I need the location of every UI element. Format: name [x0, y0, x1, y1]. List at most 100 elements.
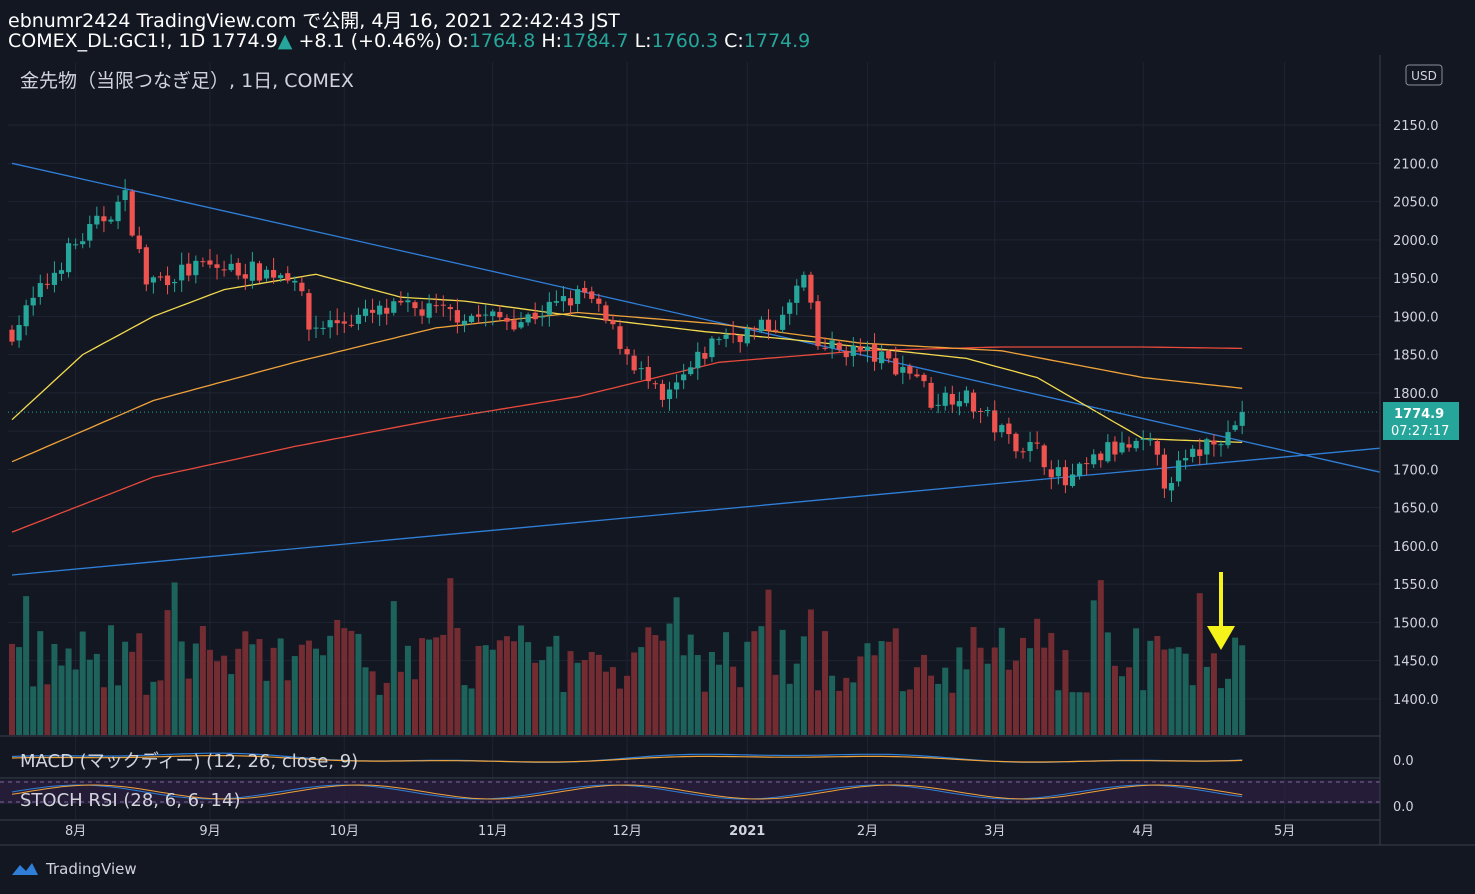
volume-bar — [624, 675, 631, 735]
candle-body — [44, 283, 50, 285]
volume-bar — [192, 643, 199, 735]
candle-body — [355, 314, 362, 324]
stoch-d-line — [11, 784, 1243, 800]
price-label: 1774.9 — [1394, 407, 1444, 422]
usd-badge[interactable]: USD — [1405, 64, 1443, 86]
volume-bar — [58, 665, 65, 735]
candle-body — [1091, 454, 1097, 465]
candle-body — [377, 305, 383, 315]
candle-body — [9, 329, 15, 342]
candle-body — [23, 305, 29, 327]
ma-short-line — [11, 273, 1243, 444]
candle-body — [299, 282, 305, 292]
candle-body — [87, 224, 93, 241]
tradingview-logo[interactable]: TradingView — [10, 860, 137, 878]
volume-bar — [609, 667, 616, 735]
x-tick-label: 12月 — [612, 824, 642, 839]
candle-body — [193, 260, 199, 276]
candle-body — [115, 201, 121, 222]
x-tick-label: 9月 — [199, 824, 220, 839]
candle-body — [214, 264, 220, 268]
tradingview-logo-icon — [12, 863, 38, 875]
volume-bar — [1118, 676, 1125, 735]
x-tick-label: 10月 — [330, 824, 360, 839]
candle-body — [483, 314, 489, 316]
volume-bar — [617, 688, 624, 735]
candle-body — [256, 263, 263, 281]
x-tick-label: 2月 — [857, 824, 878, 839]
volume-bar — [270, 647, 277, 735]
candle-body — [688, 367, 694, 375]
chart-grid — [8, 62, 1380, 820]
volume-bar — [525, 642, 532, 735]
volume-bar — [1175, 647, 1182, 735]
y-tick-label: 2100.0 — [1393, 157, 1439, 172]
volume-bar — [772, 674, 779, 735]
usd-badge-label: USD — [1411, 69, 1437, 83]
y-tick-label: 1600.0 — [1393, 540, 1439, 555]
volume-bar — [242, 631, 249, 735]
candle-body — [1034, 442, 1040, 444]
resistance-trendline — [11, 162, 1250, 444]
candle-body — [624, 349, 630, 355]
candle-body — [1239, 412, 1245, 426]
candle-body — [1140, 438, 1146, 440]
candle-body — [645, 367, 651, 382]
volume-bar — [716, 664, 722, 735]
candle-body — [843, 350, 849, 358]
volume-bar — [390, 601, 397, 735]
candle-body — [681, 374, 687, 381]
volume-bar — [1034, 618, 1041, 735]
volume-bar — [694, 655, 701, 735]
volume-bar — [730, 666, 737, 735]
volume-bar — [383, 682, 390, 735]
candle-body — [1218, 444, 1224, 446]
volume-bar — [857, 656, 864, 735]
volume-bar — [341, 628, 348, 735]
volume-bar — [1069, 692, 1076, 735]
volume-bar — [885, 641, 892, 735]
volume-bar — [758, 626, 765, 735]
candle-body — [532, 312, 538, 320]
down-arrow-icon — [1207, 572, 1235, 650]
volume-bar — [291, 656, 298, 735]
resistance-trendline-ext — [1249, 441, 1381, 473]
candle-body — [270, 270, 277, 278]
volume-bar — [214, 661, 221, 735]
candle-body — [1041, 445, 1047, 468]
candle-body — [907, 366, 913, 374]
volume-bar — [687, 634, 694, 735]
volume-bar — [397, 671, 404, 735]
candle-body — [313, 327, 319, 329]
volume-bar — [489, 649, 496, 735]
volume-bar — [1140, 690, 1147, 735]
candle-body — [1048, 469, 1054, 478]
candle-body — [278, 275, 284, 278]
volume-bar — [235, 648, 242, 735]
volume-bar — [23, 596, 30, 735]
candle-body — [546, 301, 552, 315]
candle-body — [992, 410, 998, 433]
volume-bar — [376, 694, 383, 735]
volume-bar — [263, 680, 270, 735]
candle-body — [136, 235, 142, 250]
candle-body — [695, 351, 701, 369]
candle-body — [589, 291, 595, 299]
volume-bar — [935, 683, 942, 735]
candle-body — [1225, 432, 1231, 446]
y-tick-label: 1800.0 — [1393, 387, 1439, 402]
volume-bar — [1020, 637, 1027, 735]
volume-bar — [814, 690, 821, 735]
volume-bar — [313, 648, 320, 735]
candle-body — [850, 345, 856, 356]
candle-body — [638, 368, 644, 370]
symbol-label[interactable]: COMEX_DL:GC1!, 1D — [8, 30, 206, 52]
volume-bar — [1189, 685, 1196, 735]
change-value: +8.1 (+0.46%) — [298, 30, 442, 52]
volume-bar — [638, 647, 645, 735]
volume-bar — [984, 663, 991, 735]
ohlc-line: COMEX_DL:GC1!, 1D 1774.9▲ +8.1 (+0.46%) … — [8, 30, 811, 52]
stoch-tick: 0.0 — [1393, 800, 1414, 815]
candle-body — [1168, 483, 1175, 491]
